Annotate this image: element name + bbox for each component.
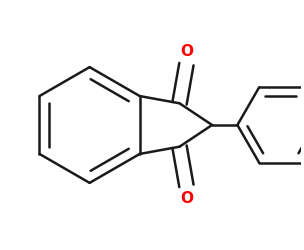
Text: O: O [180,191,193,206]
Text: O: O [180,44,193,59]
